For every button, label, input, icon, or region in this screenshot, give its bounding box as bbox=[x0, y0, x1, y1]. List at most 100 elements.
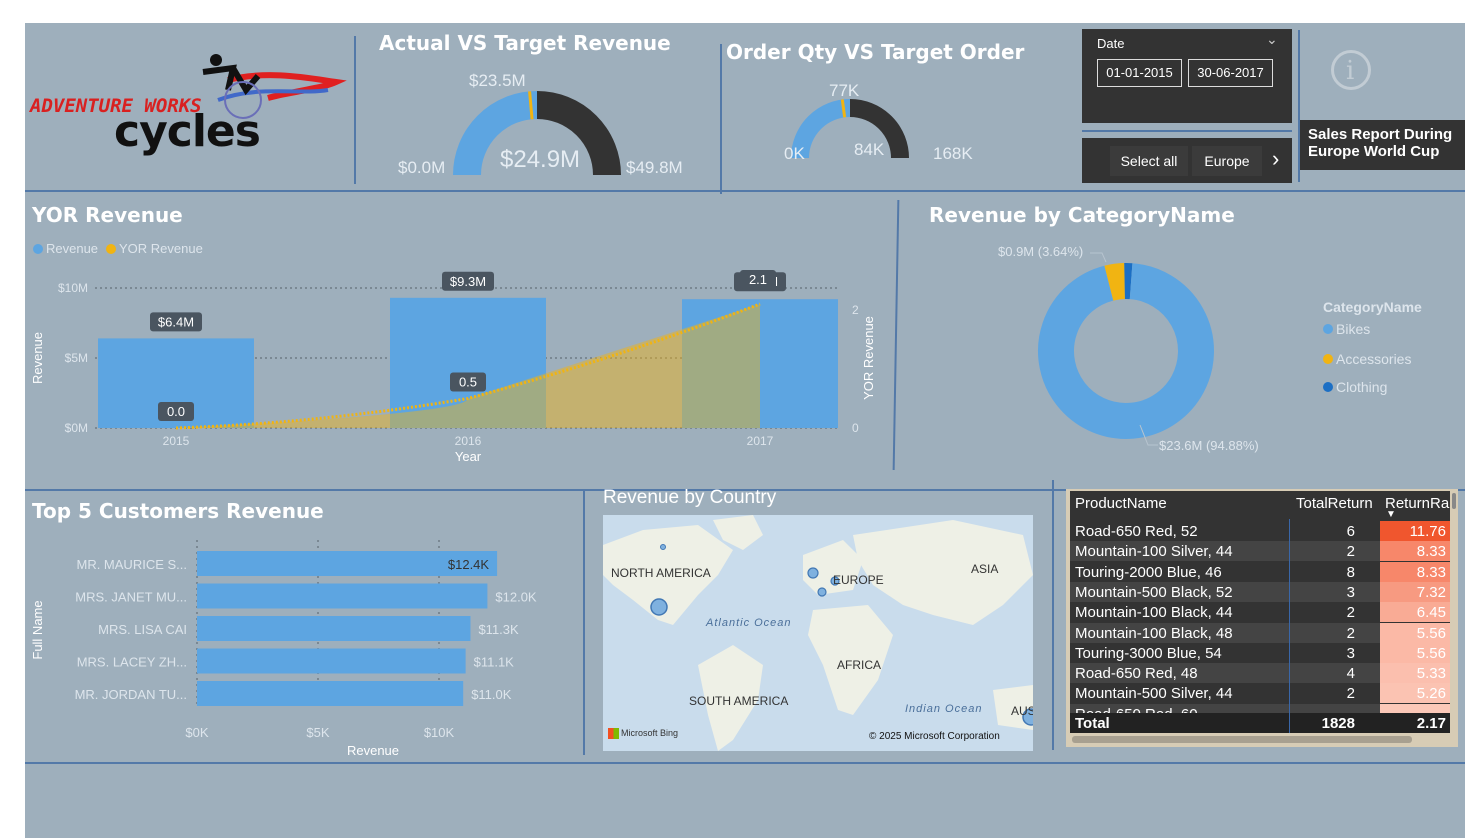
order-qty-gauge bbox=[791, 99, 909, 159]
y-tick-label: $0M bbox=[65, 421, 88, 435]
table-row[interactable]: Mountain-100 Black, 44 2 6.45 bbox=[1070, 602, 1450, 623]
slicer-option-select-all[interactable]: Select all bbox=[1110, 146, 1188, 176]
return-rate-cell: 5.56 bbox=[1380, 642, 1450, 663]
info-icon[interactable]: i bbox=[1331, 50, 1371, 90]
return-rate-cell: 5.33 bbox=[1380, 663, 1450, 684]
y-axis-label: Full Name bbox=[30, 600, 45, 659]
bar-data-label: $9.3M bbox=[450, 274, 486, 289]
y-tick-label: $5M bbox=[65, 351, 88, 365]
customer-name-label: MR. JORDAN TU... bbox=[75, 687, 187, 702]
sort-desc-icon[interactable]: ▼ bbox=[1386, 509, 1396, 520]
map-bubble[interactable] bbox=[660, 544, 666, 550]
map-title: Revenue by Country bbox=[603, 487, 777, 508]
info-panel: Sales Report During Europe World Cup bbox=[1300, 120, 1465, 170]
map-bubble[interactable] bbox=[830, 576, 840, 586]
vertical-scrollbar[interactable] bbox=[1452, 493, 1456, 509]
category-donut-chart bbox=[1038, 252, 1214, 446]
gauge-min-label: $0.0M bbox=[398, 158, 446, 177]
legend-item-bikes[interactable]: Bikes bbox=[1323, 321, 1370, 337]
return-rate-cell: 11.76 bbox=[1380, 521, 1450, 541]
map-label: ASIA bbox=[971, 562, 999, 576]
return-rate-value: 5.33 bbox=[1416, 665, 1446, 683]
map-bubble[interactable] bbox=[1022, 708, 1033, 726]
chevron-down-icon[interactable]: ⌄ bbox=[1266, 31, 1278, 47]
legend-label: Clothing bbox=[1336, 379, 1388, 395]
legend-dot bbox=[1323, 382, 1333, 392]
yor-revenue-title: YOR Revenue bbox=[32, 203, 183, 227]
revenue-map[interactable]: NORTH AMERICA EUROPE ASIA Atlantic Ocean… bbox=[603, 515, 1033, 751]
map-bubble[interactable] bbox=[650, 598, 668, 616]
line-data-label-bg bbox=[450, 372, 486, 392]
return-rate-cell: 8.33 bbox=[1380, 541, 1450, 562]
product-name-cell: Road-650 Red, 52 bbox=[1075, 523, 1198, 540]
separator bbox=[1052, 480, 1054, 750]
horizontal-scrollbar[interactable] bbox=[1072, 736, 1412, 743]
table-row[interactable]: Mountain-100 Silver, 44 2 8.33 bbox=[1070, 541, 1450, 562]
map-label: Atlantic Ocean bbox=[706, 617, 792, 629]
map-bubble[interactable] bbox=[807, 567, 819, 579]
order-qty-title: Order Qty VS Target Order bbox=[726, 40, 1025, 64]
gauge-target-label: 77K bbox=[829, 81, 860, 100]
total-return-cell: 2 bbox=[1346, 624, 1355, 642]
legend-dot bbox=[33, 244, 43, 254]
separator bbox=[1082, 130, 1292, 132]
gauge-value-label: 84K bbox=[854, 140, 885, 159]
table-row[interactable]: Touring-3000 Blue, 54 3 5.56 bbox=[1070, 642, 1450, 663]
legend-dot bbox=[1323, 324, 1333, 334]
customer-bar bbox=[197, 616, 471, 641]
date-slicer[interactable]: Date ⌄ 01-01-2015 30-06-2017 bbox=[1082, 29, 1292, 123]
region-slicer[interactable]: Select all Europe › bbox=[1082, 138, 1292, 183]
total-return-cell: 2 bbox=[1346, 543, 1355, 561]
gauge-value-arc bbox=[791, 99, 851, 159]
leader-line bbox=[1090, 252, 1107, 263]
legend-item-clothing[interactable]: Clothing bbox=[1323, 379, 1387, 395]
revenue-bar bbox=[682, 299, 838, 428]
map-label: AUS bbox=[1011, 704, 1033, 718]
landmass-south-america bbox=[698, 645, 763, 751]
separator bbox=[720, 44, 722, 194]
return-rate-value: 6.45 bbox=[1416, 604, 1446, 622]
actual-target-title: Actual VS Target Revenue bbox=[379, 31, 671, 55]
slicer-option-europe[interactable]: Europe bbox=[1192, 146, 1262, 176]
landmass-europe bbox=[803, 540, 863, 595]
map-copyright: © 2025 Microsoft Corporation bbox=[869, 731, 1000, 742]
table-row[interactable]: Mountain-500 Silver, 44 2 5.26 bbox=[1070, 683, 1450, 704]
table-row[interactable]: Touring-2000 Blue, 46 8 8.33 bbox=[1070, 561, 1450, 582]
map-label: AFRICA bbox=[837, 658, 882, 672]
column-header-total-return[interactable]: TotalReturn bbox=[1296, 495, 1373, 512]
product-name-cell: Mountain-100 Black, 44 bbox=[1075, 604, 1233, 622]
customer-bar bbox=[197, 583, 488, 609]
return-rate-value: 5.26 bbox=[1416, 685, 1446, 703]
returns-table[interactable]: ProductName TotalReturn ReturnRa ▼ Road-… bbox=[1070, 491, 1450, 733]
gauge-min-label: 0K bbox=[784, 144, 805, 163]
yor-revenue-chart: Revenue YOR Revenue $10M $5M $0M 2 0 Revenue YOR… bbox=[30, 241, 876, 464]
legend-label: Bikes bbox=[1336, 321, 1371, 337]
chevron-right-icon[interactable]: › bbox=[1272, 146, 1280, 171]
bar-data-label: $12.0K bbox=[495, 590, 537, 605]
column-divider bbox=[1289, 519, 1290, 733]
table-row[interactable]: Mountain-100 Black, 48 2 5.56 bbox=[1070, 622, 1450, 643]
end-date-input[interactable]: 30-06-2017 bbox=[1188, 59, 1273, 87]
legend-item-accessories[interactable]: Accessories bbox=[1323, 351, 1411, 367]
logo-text-top: ADVENTURE WORKS bbox=[30, 95, 202, 117]
return-rate-cell: 7.32 bbox=[1380, 581, 1450, 602]
table-row[interactable]: Road-650 Red, 48 4 5.33 bbox=[1070, 663, 1450, 684]
map-bubble[interactable] bbox=[817, 587, 827, 597]
table-header: ProductName TotalReturn ReturnRa ▼ bbox=[1070, 493, 1450, 520]
x-tick-label: $5K bbox=[306, 725, 329, 740]
bar-data-label: $11.0K bbox=[471, 687, 512, 702]
x-tick-label: 2016 bbox=[455, 434, 482, 448]
product-name-cell: Mountain-100 Black, 48 bbox=[1075, 624, 1233, 642]
column-header-return-rate[interactable]: ReturnRa bbox=[1385, 495, 1450, 512]
map-label: EUROPE bbox=[833, 573, 884, 587]
gauge-target-label: $23.5M bbox=[469, 71, 526, 90]
start-date-input[interactable]: 01-01-2015 bbox=[1097, 59, 1182, 87]
total-return-cell: 8 bbox=[1346, 563, 1355, 581]
return-rate-cell: 5.56 bbox=[1380, 622, 1450, 643]
table-row[interactable]: Mountain-500 Black, 52 3 7.32 bbox=[1070, 581, 1450, 602]
line-data-label-bg bbox=[158, 402, 194, 421]
bar-data-label-bg bbox=[150, 312, 202, 332]
column-header-product[interactable]: ProductName bbox=[1075, 495, 1167, 512]
table-row[interactable]: Road-650 Red, 52 6 11.76 bbox=[1070, 521, 1450, 541]
bar-data-label: $6.4M bbox=[158, 314, 194, 329]
